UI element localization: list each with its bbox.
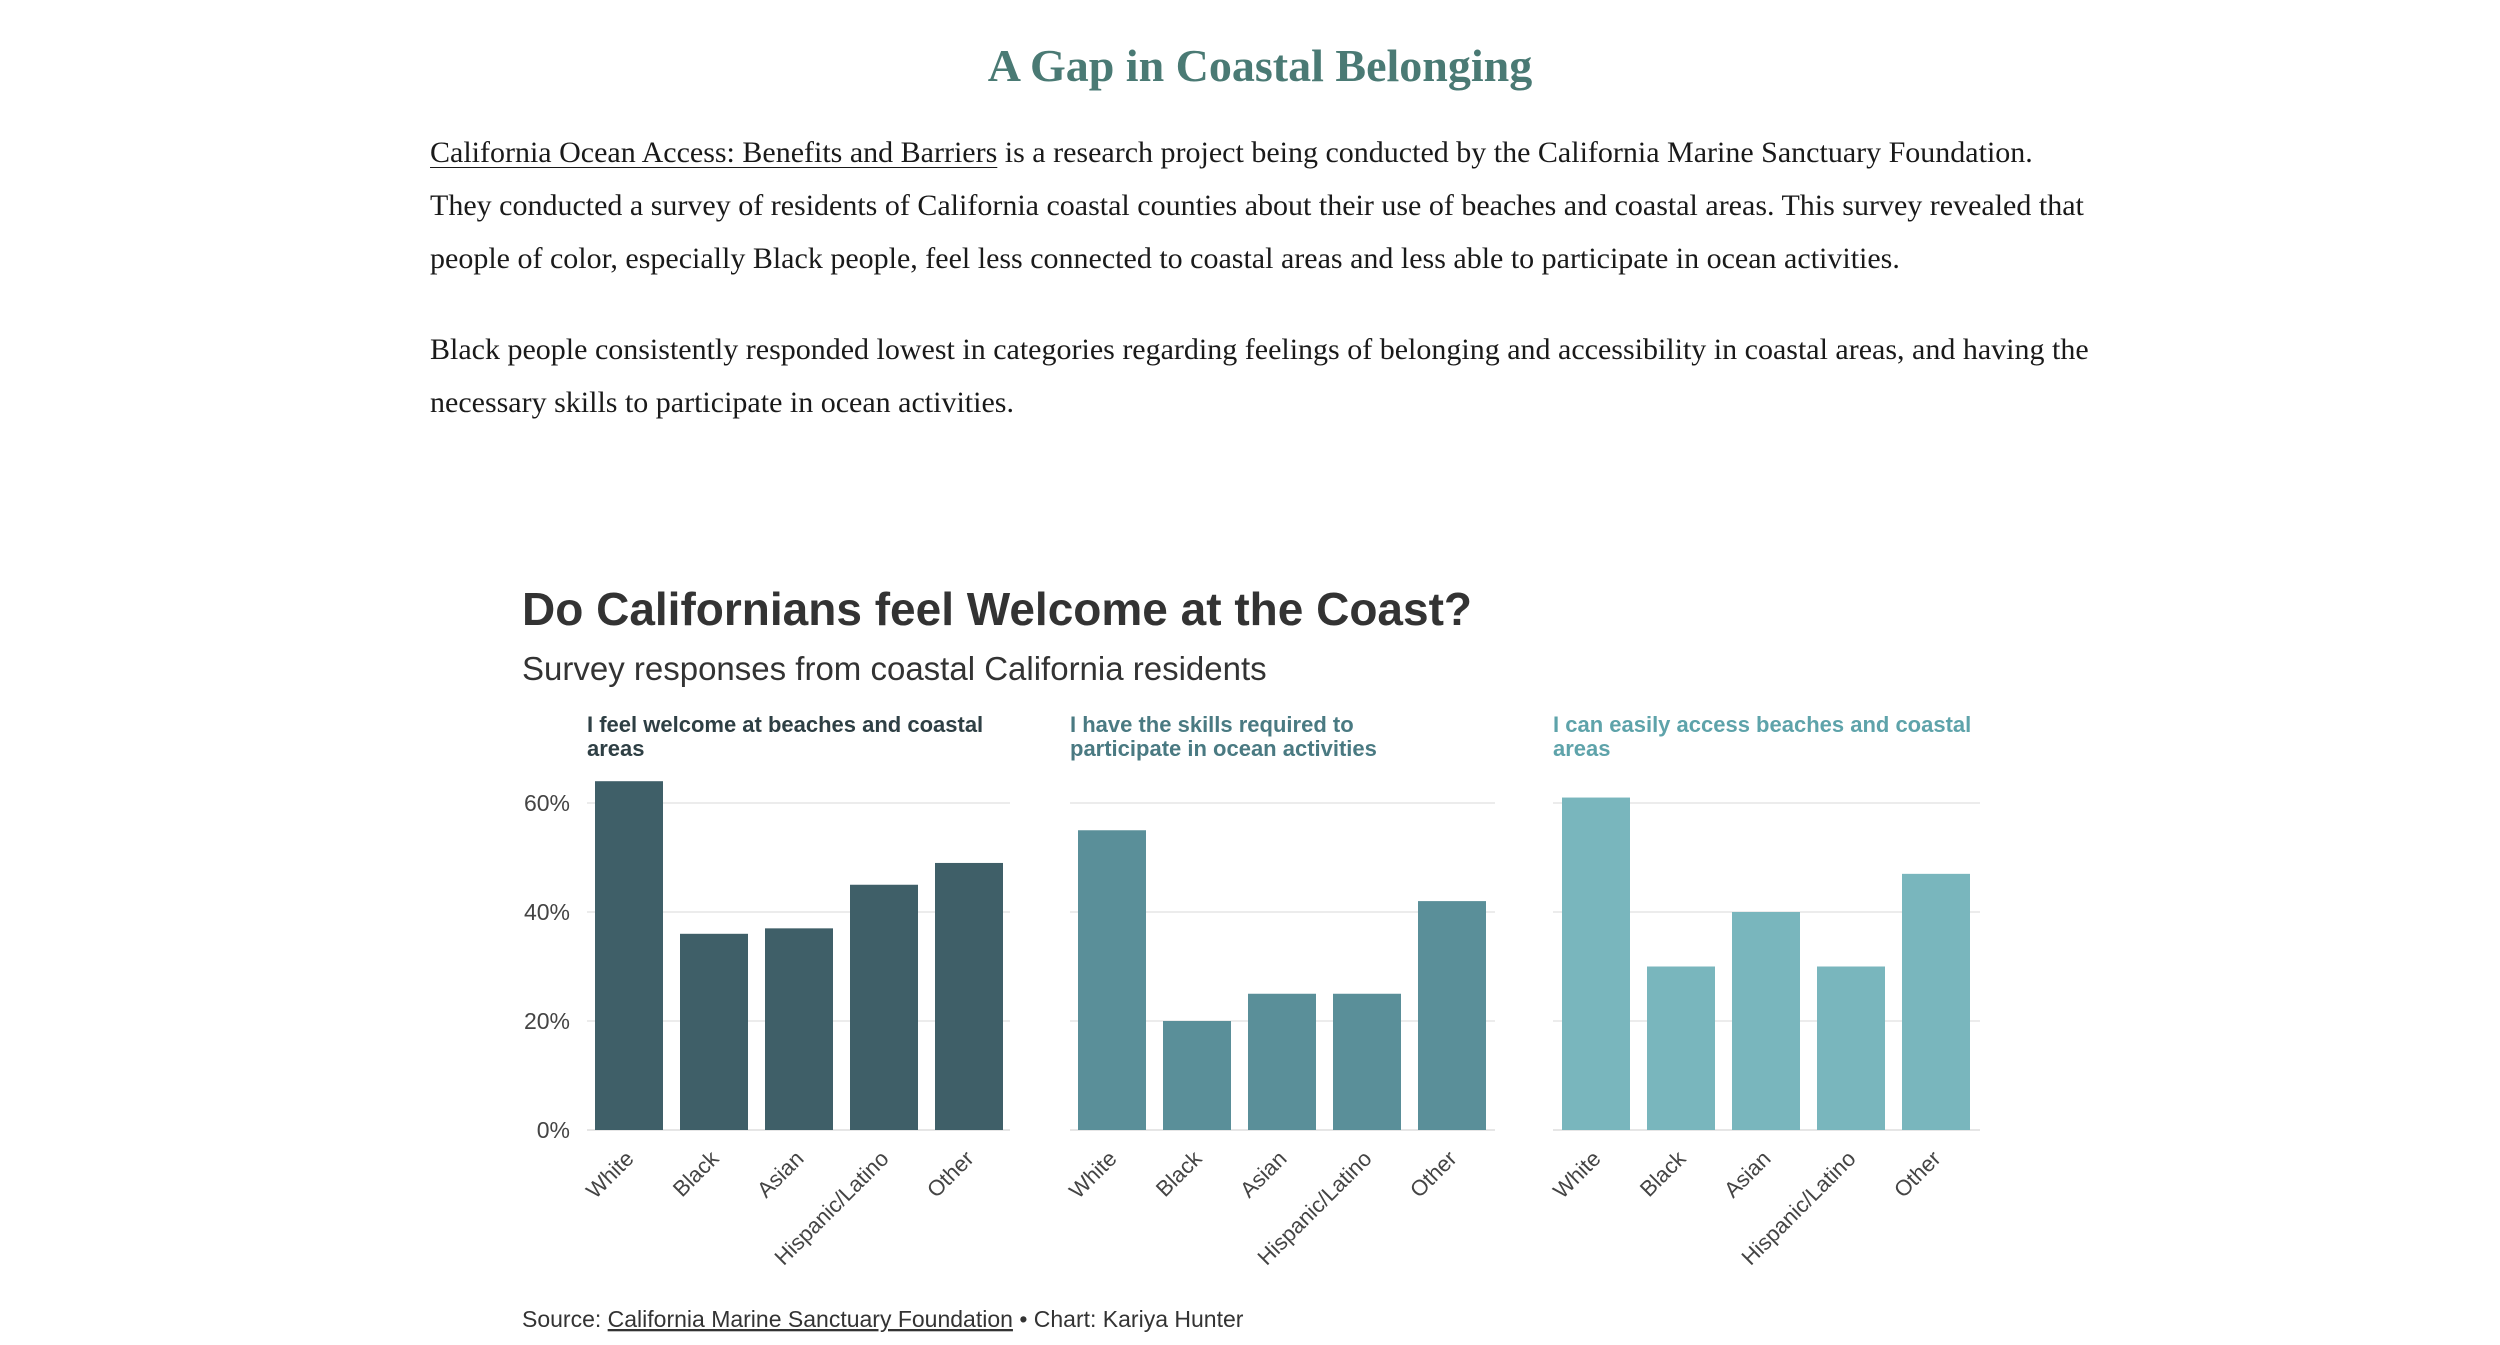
x-tick-label: White [1064, 1146, 1121, 1203]
chart-credit: • Chart: Kariya Hunter [1013, 1306, 1244, 1332]
bar-black [1163, 1021, 1231, 1130]
x-tick-label: Asian [752, 1146, 809, 1203]
chart-subtitle: Survey responses from coastal California… [522, 650, 1267, 687]
y-tick-label: 40% [524, 899, 570, 925]
x-tick-label: Black [668, 1145, 724, 1201]
bar-other [935, 862, 1003, 1130]
bar-white [1562, 797, 1630, 1130]
x-tick-label: Other [922, 1146, 979, 1203]
article: A Gap in Coastal Belonging California Oc… [430, 0, 2090, 429]
y-tick-label: 0% [537, 1117, 570, 1143]
x-tick-label: Asian [1719, 1146, 1776, 1203]
bar-black [1647, 966, 1715, 1130]
x-tick-label: Other [1405, 1146, 1462, 1203]
x-tick-label: Asian [1235, 1146, 1292, 1203]
y-tick-label: 60% [524, 790, 570, 816]
bar-white [595, 781, 663, 1130]
bar-white [1078, 830, 1146, 1130]
bar-hispanic-latino [1333, 993, 1401, 1130]
chart-source: Source: California Marine Sanctuary Foun… [522, 1306, 1244, 1332]
report-link[interactable]: California Ocean Access: Benefits and Ba… [430, 136, 998, 169]
panel-title: I can easily access beaches and coastal a… [1553, 712, 1971, 761]
finding-paragraph: Black people consistently responded lowe… [430, 333, 2089, 419]
panel-title: I feel welcome at beaches and coastal are… [587, 712, 983, 761]
bar-hispanic-latino [850, 884, 918, 1130]
x-tick-label: Black [1635, 1145, 1691, 1201]
source-link[interactable]: California Marine Sanctuary Foundation [608, 1306, 1013, 1332]
bar-other [1418, 901, 1486, 1130]
bar-black [680, 933, 748, 1130]
x-tick-label: Black [1151, 1145, 1207, 1201]
y-tick-label: 20% [524, 1008, 570, 1034]
article-heading: A Gap in Coastal Belonging [987, 40, 1533, 91]
source-prefix: Source: [522, 1306, 608, 1332]
x-tick-label: Other [1889, 1146, 1946, 1203]
bar-other [1902, 873, 1970, 1130]
bar-asian [1732, 912, 1800, 1130]
panel-title: I have the skills required to participate… [1070, 712, 1377, 761]
bar-hispanic-latino [1817, 966, 1885, 1130]
bar-asian [1248, 993, 1316, 1130]
x-tick-label: White [1548, 1146, 1605, 1203]
chart-title: Do Californians feel Welcome at the Coas… [522, 583, 1472, 635]
x-tick-label: White [581, 1146, 638, 1203]
intro-paragraph-text: is a research project being conducted by… [430, 136, 2084, 275]
intro-paragraph: California Ocean Access: Benefits and Ba… [430, 126, 2090, 285]
bar-asian [765, 928, 833, 1130]
